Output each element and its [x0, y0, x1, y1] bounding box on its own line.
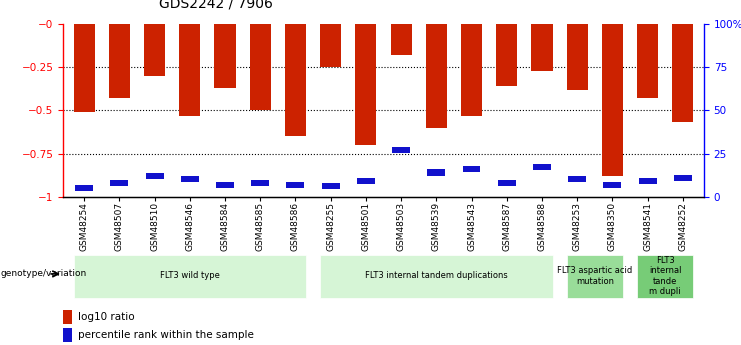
Bar	[428, 169, 445, 176]
Bar	[392, 147, 410, 153]
Bar	[214, 24, 236, 88]
Text: FLT3 internal tandem duplications: FLT3 internal tandem duplications	[365, 272, 508, 280]
Bar	[110, 180, 128, 186]
Text: FLT3
internal
tande
m dupli: FLT3 internal tande m dupli	[649, 256, 682, 296]
Bar	[357, 178, 375, 184]
Bar	[498, 180, 516, 186]
Bar	[567, 24, 588, 90]
Text: FLT3 aspartic acid
mutation: FLT3 aspartic acid mutation	[557, 266, 632, 286]
Bar	[216, 181, 234, 188]
Text: log10 ratio: log10 ratio	[78, 312, 135, 322]
Bar	[461, 24, 482, 116]
Bar	[637, 24, 658, 98]
Bar	[639, 178, 657, 184]
Bar	[567, 255, 623, 298]
Bar	[322, 183, 339, 189]
Text: FLT3 wild type: FLT3 wild type	[160, 272, 220, 280]
Bar	[63, 327, 73, 342]
Bar	[250, 24, 270, 110]
Bar	[144, 24, 165, 76]
Bar	[73, 255, 306, 298]
Bar	[181, 176, 199, 183]
Bar	[602, 24, 623, 176]
Bar	[251, 180, 269, 186]
Bar	[426, 24, 447, 128]
Bar	[145, 173, 164, 179]
Bar	[320, 255, 553, 298]
Bar	[568, 176, 586, 183]
Bar	[287, 181, 305, 188]
Bar	[496, 24, 517, 86]
Bar	[320, 24, 341, 67]
Bar	[75, 185, 93, 191]
Bar	[285, 24, 306, 136]
Bar	[672, 24, 694, 122]
Bar	[179, 24, 200, 116]
Bar	[109, 24, 130, 98]
Bar	[63, 310, 73, 324]
Bar	[391, 24, 412, 55]
Text: genotype/variation: genotype/variation	[1, 269, 87, 278]
Bar	[637, 255, 694, 298]
Text: percentile rank within the sample: percentile rank within the sample	[78, 330, 254, 340]
Bar	[674, 175, 692, 181]
Bar	[462, 166, 480, 172]
Bar	[73, 24, 95, 112]
Bar	[533, 164, 551, 170]
Bar	[531, 24, 553, 71]
Text: GDS2242 / 7906: GDS2242 / 7906	[159, 0, 273, 10]
Bar	[603, 181, 622, 188]
Bar	[355, 24, 376, 145]
